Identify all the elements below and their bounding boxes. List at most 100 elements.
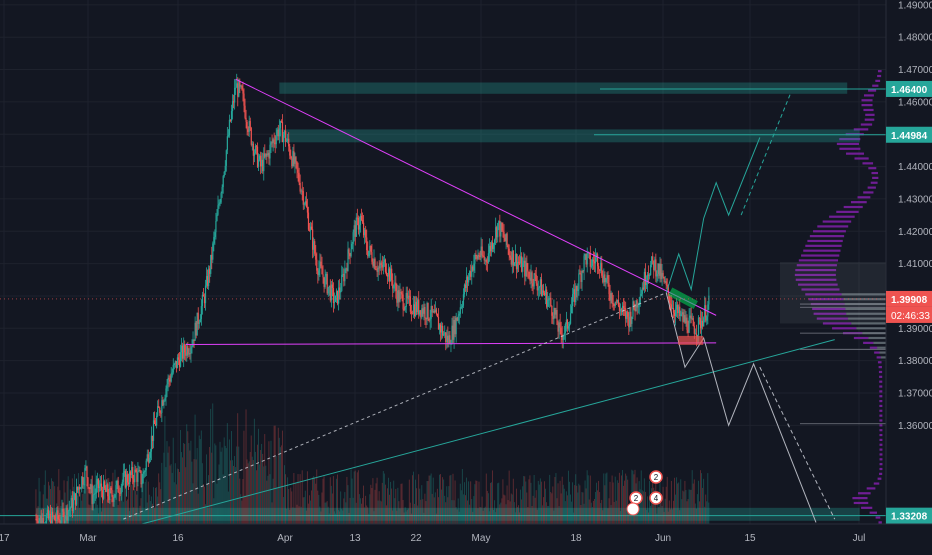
- candle-body: [337, 290, 339, 304]
- volume-profile-bar: [857, 196, 871, 199]
- candle-body: [606, 275, 608, 279]
- candle-body: [177, 357, 180, 360]
- candle-body: [532, 283, 534, 287]
- volume-profile-bar: [875, 516, 881, 519]
- candle-body: [646, 274, 649, 283]
- volume-bar: [529, 475, 531, 524]
- volume-profile-bar: [853, 128, 869, 131]
- candle-body: [457, 315, 459, 321]
- candle-body: [481, 246, 483, 256]
- volume-bar: [480, 507, 482, 524]
- candle-body: [420, 310, 422, 318]
- volume-profile-bar: [841, 293, 886, 296]
- candle-body: [685, 317, 687, 324]
- candle-body: [589, 253, 591, 267]
- candle-body: [211, 254, 213, 260]
- volume-bar: [51, 478, 52, 524]
- volume-bar: [244, 495, 246, 524]
- volume-bar: [701, 473, 702, 524]
- volume-profile-bar: [875, 79, 881, 82]
- candle-body: [39, 516, 41, 521]
- volume-profile-bar: [836, 210, 859, 213]
- candle-body: [421, 308, 423, 318]
- candle-body: [563, 332, 565, 336]
- volume-bar: [673, 500, 674, 524]
- candle-body: [354, 225, 356, 237]
- candle-body: [271, 142, 273, 144]
- volume-profile-bar: [851, 322, 886, 325]
- volume-bar: [188, 443, 190, 524]
- candle-body: [704, 305, 706, 318]
- candle-body: [705, 305, 707, 321]
- volume-bar: [326, 501, 328, 524]
- bearish-projection: [665, 292, 817, 523]
- candle-body: [615, 301, 617, 303]
- candle-body: [245, 117, 247, 122]
- volume-bar: [606, 472, 608, 524]
- volume-bar: [199, 439, 201, 524]
- volume-profile-bar: [872, 84, 879, 87]
- candle-body: [361, 220, 364, 223]
- candle-body: [419, 310, 421, 315]
- price-label: 1.39908: [891, 295, 928, 306]
- volume-bar: [183, 442, 185, 524]
- volume-bar: [456, 509, 458, 524]
- candle-body: [261, 159, 263, 167]
- volume-bar: [95, 480, 97, 524]
- candle-body: [296, 161, 298, 170]
- candle-body: [693, 325, 695, 334]
- volume-bar: [381, 482, 383, 524]
- volume-bar: [404, 507, 406, 524]
- volume-bar: [518, 505, 519, 524]
- candle-body: [531, 272, 533, 284]
- volume-bar: [487, 493, 489, 524]
- volume-bar: [669, 509, 671, 524]
- volume-bar: [517, 507, 518, 524]
- volume-bar: [215, 445, 217, 524]
- candle-body: [51, 511, 53, 528]
- volume-bar: [503, 494, 505, 524]
- candle-body: [244, 105, 246, 118]
- candle-body: [452, 325, 454, 340]
- volume-bar: [531, 506, 533, 524]
- volume-bar: [402, 499, 404, 524]
- volume-bar: [567, 470, 569, 524]
- candle-body: [339, 287, 341, 293]
- candle-body: [406, 293, 408, 299]
- volume-bar: [365, 495, 367, 524]
- volume-bar: [363, 485, 364, 524]
- volume-bar: [356, 472, 358, 524]
- candle-body: [325, 274, 327, 276]
- volume-bar: [67, 476, 69, 524]
- volume-bar: [323, 476, 325, 524]
- candle-body: [108, 496, 110, 501]
- candle-body: [478, 255, 480, 257]
- volume-profile-bar: [879, 467, 883, 471]
- volume-bar: [403, 512, 405, 524]
- candle-body: [316, 259, 318, 271]
- bearish-projection-dashed: [759, 366, 836, 520]
- candle-body: [380, 262, 382, 266]
- volume-profile-bar: [879, 395, 883, 398]
- candle-body: [559, 322, 561, 328]
- volume-bar: [187, 431, 189, 524]
- candle-body: [507, 245, 509, 249]
- volume-profile-bar: [871, 171, 879, 175]
- candle-body: [160, 412, 162, 414]
- volume-bar: [322, 478, 324, 524]
- candle-body: [268, 152, 270, 159]
- candle-body: [197, 312, 199, 324]
- candle-body: [348, 249, 350, 254]
- candle-body: [565, 319, 567, 324]
- candle-body: [706, 316, 708, 321]
- volume-bar: [500, 502, 502, 524]
- candle-body: [125, 474, 128, 488]
- volume-bar: [224, 445, 226, 524]
- candle-body: [608, 283, 610, 295]
- candle-body: [456, 317, 458, 321]
- candle-body: [353, 225, 355, 233]
- volume-bar: [58, 469, 60, 524]
- candle-body: [427, 303, 429, 320]
